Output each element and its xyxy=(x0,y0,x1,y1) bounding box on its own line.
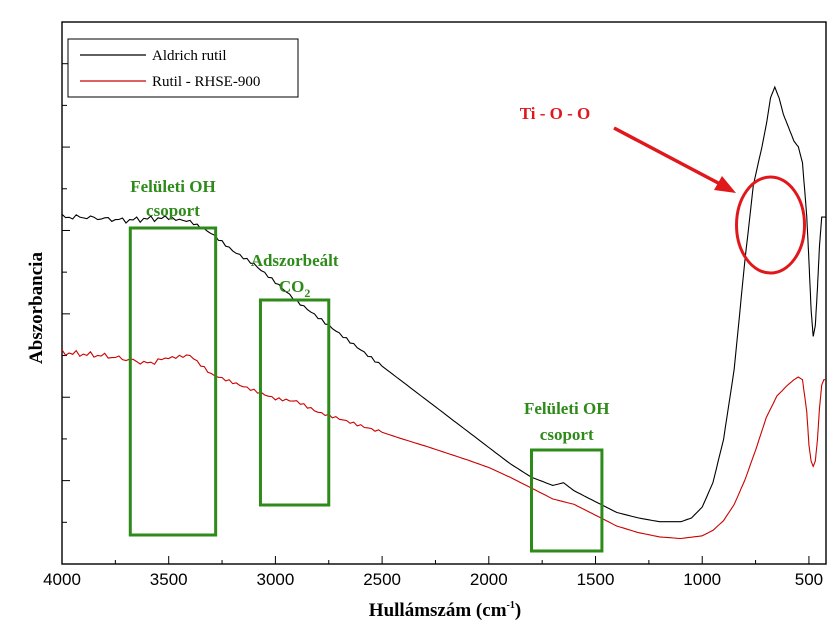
series-layer xyxy=(61,85,826,540)
x-tick-label: 1000 xyxy=(683,570,721,589)
series-line-1 xyxy=(61,349,826,540)
y-axis-ticks xyxy=(62,63,70,523)
annotation-box-0 xyxy=(128,226,218,537)
x-tick-label: 4000 xyxy=(43,570,81,589)
series-line-0 xyxy=(61,85,826,523)
peak-arrow-head xyxy=(714,176,736,193)
legend-box xyxy=(67,38,299,98)
x-axis-title-sup: -1 xyxy=(507,600,515,611)
x-axis-title-main: Hullámszám (cm xyxy=(369,600,507,621)
annotation-label: csoport xyxy=(540,425,594,444)
x-axis-ticks: 4000 3500 3000 2500 2000 1500 1000 500 xyxy=(43,556,823,589)
peak-highlight-ellipse xyxy=(735,175,807,275)
annotation-label: Adszorbeált xyxy=(251,251,339,270)
legend-label-aldrich: Aldrich rutil xyxy=(152,48,227,64)
annotation-box-2 xyxy=(529,448,604,553)
x-tick-label: 2000 xyxy=(470,570,508,589)
peak-arrow-shaft xyxy=(613,126,723,187)
x-axis-title-close: ) xyxy=(515,600,521,621)
legend: Aldrich rutil Rutil - RHSE-900 xyxy=(67,38,299,98)
x-axis-title: Hullámszám (cm-1) xyxy=(369,600,521,621)
annotation-label: csoport xyxy=(146,201,200,220)
annotation-box-1 xyxy=(258,298,331,507)
x-tick-label: 500 xyxy=(795,570,823,589)
x-tick-label: 3000 xyxy=(256,570,294,589)
annotation-label: Felületi OH xyxy=(130,177,215,196)
y-axis-title: Abszorbancia xyxy=(26,252,47,364)
x-tick-label: 2500 xyxy=(363,570,401,589)
x-tick-label: 1500 xyxy=(577,570,615,589)
annotation-layer: Felületi OH csoport Adszorbeált CO2 Felületi… xyxy=(128,104,807,553)
plot-frame xyxy=(61,21,827,565)
x-tick-label: 3500 xyxy=(150,570,188,589)
peak-label: Ti - O - O xyxy=(520,104,591,123)
legend-label-rhse: Rutil - RHSE-900 xyxy=(152,74,260,90)
annotation-label: CO2 xyxy=(279,277,311,300)
annotation-label: Felületi OH xyxy=(524,399,609,418)
